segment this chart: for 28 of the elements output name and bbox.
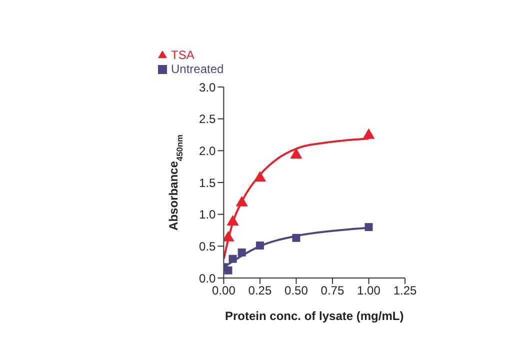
- point: [290, 148, 302, 159]
- y-tick-label: 0.0: [199, 271, 216, 286]
- point: [236, 196, 248, 206]
- y-tick-label: 1.0: [199, 208, 216, 222]
- point: [364, 223, 373, 232]
- point: [226, 214, 239, 226]
- point: [228, 254, 237, 263]
- x-tick-label: 0.00: [212, 284, 236, 298]
- point: [224, 230, 234, 242]
- point: [238, 248, 246, 257]
- x-tick-label: 0.25: [248, 284, 272, 298]
- y-tick-label: 1.5: [199, 176, 216, 190]
- x-tick-label: 0.75: [320, 284, 344, 298]
- y-tick-label: 0.5: [199, 239, 216, 254]
- x-tick-label: 0.50: [284, 284, 308, 298]
- legend-label: TSA: [171, 48, 194, 62]
- y-tick-label: 2.0: [199, 144, 216, 158]
- point: [254, 171, 266, 182]
- y-tick-label: 2.5: [199, 112, 216, 126]
- x-axis-title: Protein conc. of lysate (mg/mL): [225, 309, 404, 323]
- point: [256, 242, 264, 250]
- x-tick-label: 1.00: [357, 284, 381, 298]
- point: [362, 128, 375, 139]
- x-tick-label: 1.25: [393, 284, 417, 298]
- legend-label: Untreated: [171, 62, 224, 76]
- point: [292, 234, 300, 242]
- y-tick-label: 3.0: [199, 80, 216, 94]
- point: [224, 266, 232, 274]
